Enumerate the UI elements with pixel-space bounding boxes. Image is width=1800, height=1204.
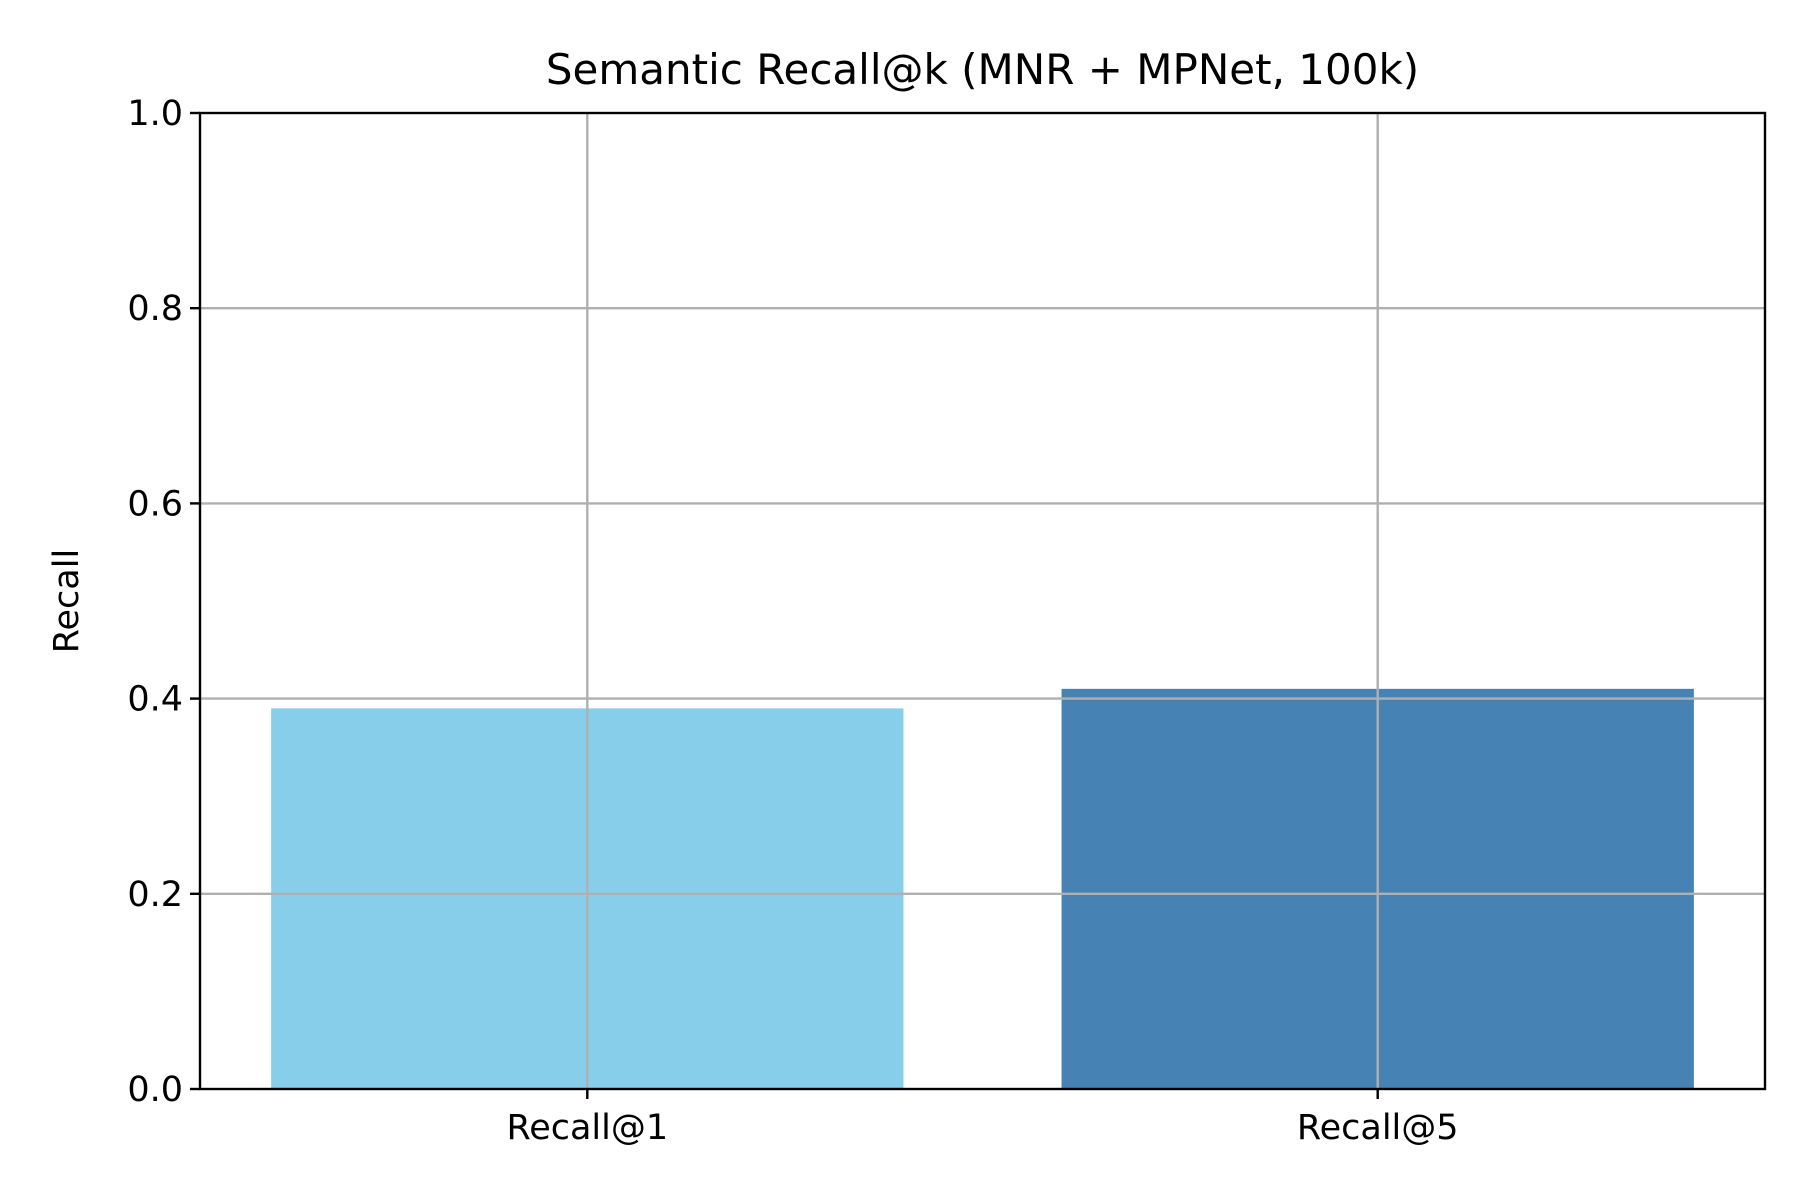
y-tick-label: 0.0 xyxy=(127,1070,183,1110)
y-tick-label: 1.0 xyxy=(127,94,183,134)
ticks-group: 0.0 0.2 0.4 0.6 0.8 1.0 Recall@1 Recall@5 xyxy=(127,94,1458,1148)
y-tick-label: 0.6 xyxy=(127,484,183,524)
chart-title: Semantic Recall@k (MNR + MPNet, 100k) xyxy=(546,45,1419,94)
y-tick-label: 0.2 xyxy=(127,875,183,915)
y-tick-label: 0.4 xyxy=(127,680,183,720)
gridlines-group xyxy=(200,113,1765,1089)
x-tick-label: Recall@5 xyxy=(1297,1108,1459,1148)
y-tick-label: 0.8 xyxy=(127,289,183,329)
x-tick-label: Recall@1 xyxy=(506,1108,668,1148)
plot-area-frame xyxy=(198,111,1767,1091)
y-axis-label: Recall xyxy=(47,549,87,653)
